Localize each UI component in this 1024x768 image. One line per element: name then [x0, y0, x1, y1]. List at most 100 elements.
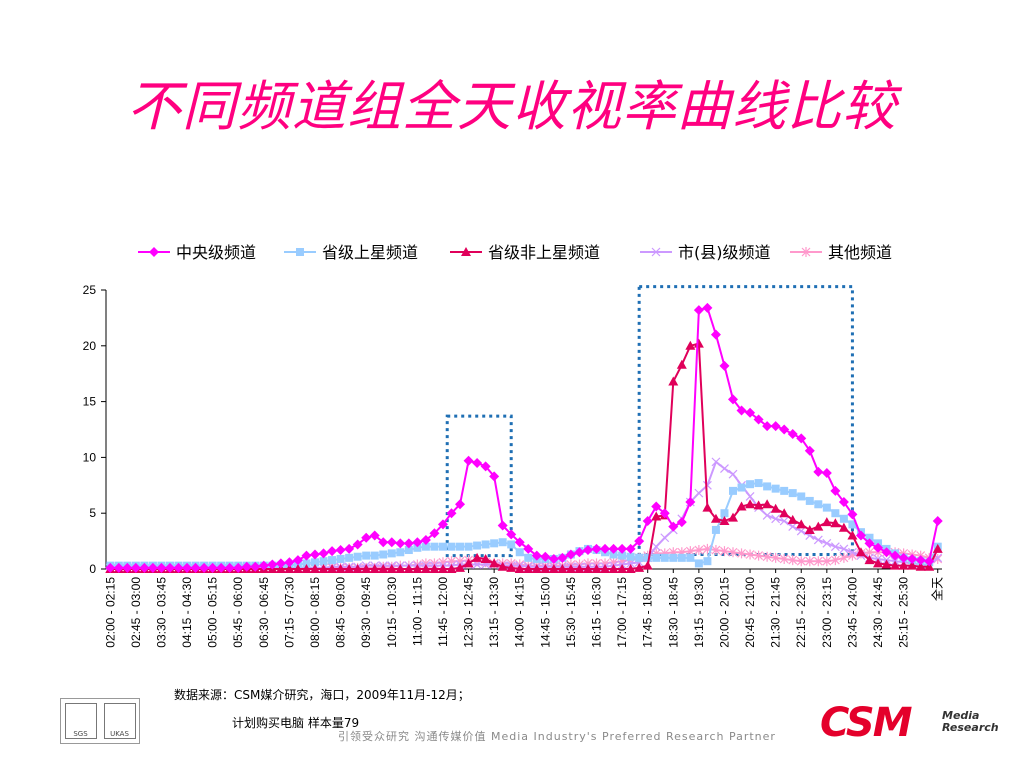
series-1-point — [618, 551, 627, 560]
series-2-point — [838, 522, 849, 532]
series-1-point — [737, 483, 746, 492]
series-2-point — [344, 564, 355, 573]
series-1-point — [626, 552, 635, 561]
series-0-point — [378, 537, 389, 548]
series-0-point — [838, 497, 849, 508]
series-0-point — [548, 553, 559, 564]
certification-logos: SGS UKAS — [60, 698, 140, 744]
series-4-point — [779, 553, 789, 564]
series-1-point — [311, 558, 319, 567]
x-tick-label: 20:00 - 20:15 — [717, 577, 731, 648]
series-2-point — [335, 564, 346, 573]
series-3-point — [762, 511, 772, 520]
sgs-label: SGS — [73, 730, 88, 738]
series-2-point — [429, 564, 440, 573]
series-2-point — [787, 514, 798, 524]
series-1-point — [302, 559, 311, 568]
series-2-point — [821, 517, 832, 527]
series-0-point — [455, 499, 466, 510]
series-2-point — [480, 553, 491, 563]
series-1-point — [814, 500, 823, 509]
x-tick-label: 22:15 - 22:30 — [794, 577, 808, 648]
series-4-point — [694, 545, 704, 556]
series-0-point — [779, 424, 790, 435]
x-tick-label: 06:30 - 06:45 — [257, 577, 271, 648]
series-0-point — [284, 557, 295, 568]
series-1-point — [387, 549, 396, 558]
series-0-point — [907, 553, 918, 564]
series-1-point — [763, 482, 772, 491]
series-0-point — [369, 530, 380, 541]
series-1-point — [711, 525, 720, 534]
series-2-point — [770, 503, 781, 513]
series-1-point — [396, 548, 405, 557]
series-0-point — [676, 517, 687, 528]
series-0-point — [531, 550, 542, 561]
series-0-point — [437, 519, 448, 530]
legend-marker — [461, 247, 471, 256]
series-2-point — [378, 564, 389, 573]
y-tick-label: 20 — [83, 339, 97, 353]
series-0-point — [540, 551, 551, 562]
series-0-point — [736, 405, 747, 416]
series-0-point — [582, 545, 593, 556]
series-4-point — [796, 556, 806, 567]
series-0-point — [873, 542, 884, 553]
series-0-point — [480, 461, 491, 472]
series-1-point — [669, 553, 678, 562]
series-4-point — [822, 556, 832, 567]
series-1-point — [430, 542, 439, 551]
series-2-point — [617, 564, 628, 573]
series-1-point — [507, 540, 516, 549]
series-3-point — [728, 469, 738, 479]
series-1-point — [319, 557, 328, 566]
x-tick-label: 25:15 - 25:30 — [897, 577, 911, 648]
series-3-point — [830, 542, 840, 552]
series-0-point — [821, 468, 832, 479]
series-2-point — [412, 564, 423, 573]
series-0-point — [864, 538, 875, 549]
series-0-point — [787, 428, 798, 439]
series-3-point — [694, 488, 704, 498]
series-4-point — [720, 546, 729, 557]
ukas-badge-icon: UKAS — [103, 703, 136, 739]
series-0-point — [898, 552, 909, 563]
series-4-point — [745, 549, 755, 560]
series-2-point — [591, 564, 602, 573]
series-0-point — [617, 543, 628, 554]
series-1-point — [379, 550, 388, 559]
series-2-point — [292, 564, 303, 573]
series-2-point — [497, 561, 508, 571]
series-line-2 — [110, 342, 939, 570]
series-2-point — [574, 564, 585, 573]
series-1-point — [746, 480, 755, 489]
series-0-point — [310, 549, 320, 560]
series-3-point — [660, 533, 670, 543]
series-2-point — [890, 560, 901, 570]
series-1-point — [447, 542, 456, 551]
legend-marker — [801, 247, 811, 257]
series-1-point — [780, 486, 789, 495]
x-tick-label: 19:15 - 19:30 — [692, 577, 706, 648]
series-0-point — [207, 562, 218, 573]
series-1-point — [865, 533, 874, 542]
series-0-point — [932, 516, 943, 527]
series-0-point — [489, 471, 500, 482]
series-0-point — [147, 562, 158, 573]
series-0-point — [796, 433, 807, 444]
series-0-point — [753, 414, 764, 425]
series-0-point — [497, 520, 508, 531]
series-0-point — [292, 555, 303, 566]
series-1-point — [686, 553, 695, 562]
series-2-point — [847, 530, 858, 540]
series-1-point — [822, 503, 831, 512]
series-2-point — [855, 547, 866, 557]
series-0-point — [574, 547, 585, 558]
series-1-point — [720, 509, 729, 518]
series-0-point — [335, 545, 346, 556]
series-1-point — [524, 553, 533, 562]
series-0-point — [258, 560, 269, 571]
series-1-point — [729, 486, 737, 495]
series-2-point — [582, 564, 593, 573]
y-tick-label: 15 — [83, 395, 97, 409]
